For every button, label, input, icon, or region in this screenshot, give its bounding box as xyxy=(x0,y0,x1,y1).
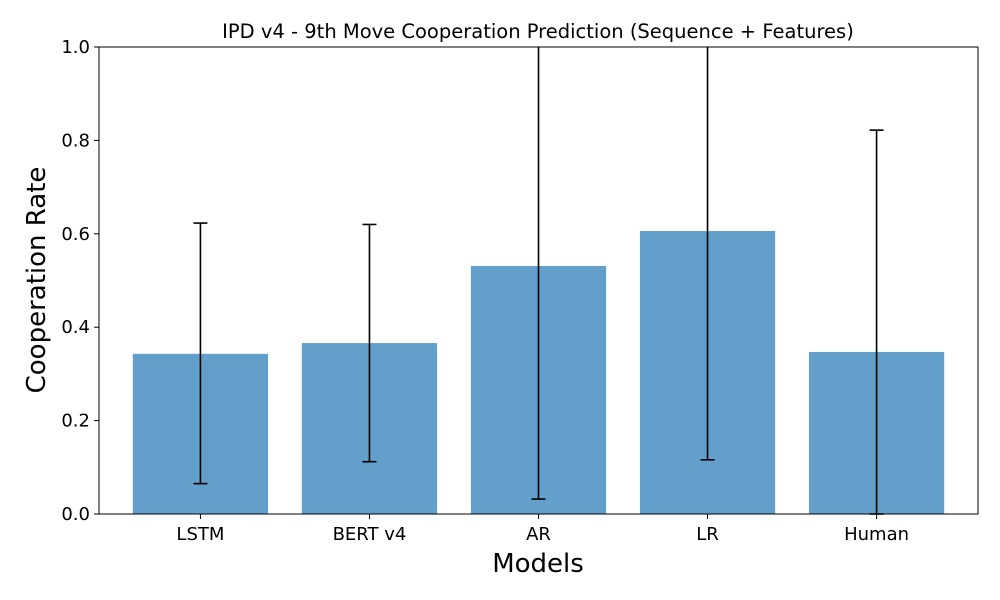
y-tick-label: 0.0 xyxy=(61,504,90,525)
x-tick-label: Human xyxy=(844,524,909,545)
y-tick-label: 0.8 xyxy=(61,130,90,151)
y-tick-label: 1.0 xyxy=(61,37,90,58)
x-tick-label: LR xyxy=(696,524,719,545)
errorbars-layer xyxy=(193,47,884,515)
x-tick-label: BERT v4 xyxy=(333,524,407,545)
x-tick-label: AR xyxy=(526,524,551,545)
chart-title: IPD v4 - 9th Move Cooperation Prediction… xyxy=(222,20,854,43)
y-axis-label: Cooperation Rate xyxy=(22,167,52,394)
x-tick-label: LSTM xyxy=(176,524,224,545)
y-tick-label: 0.6 xyxy=(61,224,90,245)
y-axis-ticks: 0.0 0.2 0.4 0.6 0.8 1.0 xyxy=(61,37,99,525)
y-tick-label: 0.2 xyxy=(61,411,90,432)
x-axis-ticks: LSTM BERT v4 AR LR Human xyxy=(176,514,909,545)
y-tick-label: 0.4 xyxy=(61,317,90,338)
x-axis-label: Models xyxy=(492,549,584,579)
